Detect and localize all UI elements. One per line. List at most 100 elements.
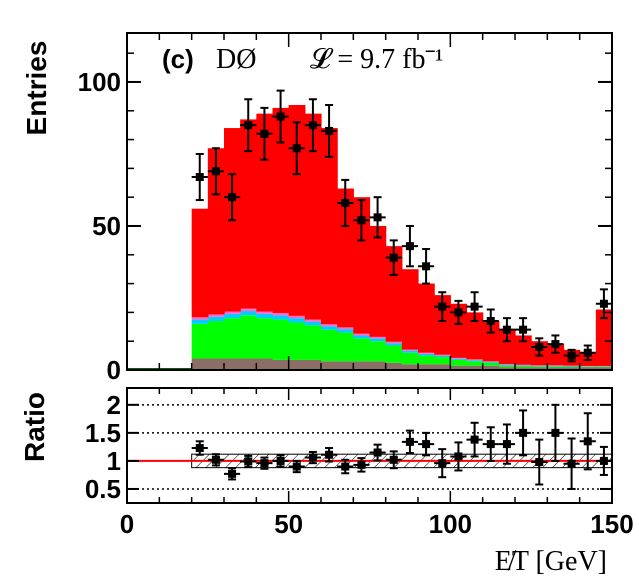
main-y-axis-label: Entries	[21, 41, 52, 136]
data-point-13	[401, 224, 418, 268]
x-axis-label: E̸T [GeV]	[495, 546, 607, 577]
data-points	[191, 89, 612, 363]
data-point-25	[595, 288, 612, 320]
stack-bar-s1-b8	[321, 329, 338, 362]
data-point-12	[385, 239, 402, 276]
ratio-point-3	[240, 454, 257, 469]
ratio-point-19	[498, 423, 515, 465]
stack-bar-s4-b19	[498, 329, 516, 365]
ratio-ytick-label-2: 2	[107, 390, 121, 420]
stack-bar-s1-b10	[353, 338, 371, 362]
ratio-ytick-label-1: 1	[107, 446, 121, 476]
stack-bar-s3-b4	[256, 311, 274, 314]
stack-bar-s1-b14	[418, 355, 435, 365]
ratio-y-ticks: 0.511.52	[85, 390, 612, 504]
ratio-point-8	[321, 447, 338, 463]
stack-bar-s4-b13	[401, 269, 419, 350]
stack-bar-s2-b11	[369, 338, 387, 342]
data-point-6	[288, 121, 305, 176]
annotation-panel-label: (c)	[162, 44, 194, 74]
annotation-experiment: DØ	[216, 44, 256, 75]
stack-bar-s2-b16	[450, 358, 468, 360]
stack-bar-s1-b6	[288, 322, 306, 360]
stack-bar-s4-b7	[304, 113, 322, 320]
xtick-label-0: 0	[120, 509, 134, 539]
stack-bar-s1-b7	[304, 325, 322, 360]
stack-bar-s2-b1	[207, 316, 225, 322]
stack-bar-s2-b13	[401, 350, 419, 353]
stack-bar-s4-b4	[256, 113, 274, 312]
data-point-17	[466, 291, 483, 323]
stack-bar-s2-b3	[240, 310, 257, 316]
ratio-point-9	[337, 458, 354, 475]
stack-bar-s2-b5	[272, 315, 290, 320]
stack-bar-s0-b14	[418, 364, 435, 370]
stack-bar-s1-b2	[224, 318, 241, 359]
data-point-21	[531, 337, 548, 357]
stack-bar-s2-b7	[304, 321, 322, 326]
stack-bar-s4-b1	[207, 148, 225, 315]
ratio-point-18	[482, 426, 499, 462]
stack-bar-s1-b3	[240, 315, 257, 359]
ratio-point-1	[207, 453, 224, 467]
stack-bar-s4-b20	[515, 335, 532, 365]
main-panel: 0 50 100 Entries (c) DØ 𝓛 = 9.7 fb⁻¹	[21, 32, 613, 385]
stack-bar-s1-b11	[369, 341, 387, 362]
stack-bar-s3-b20	[515, 364, 532, 366]
stack-bar-s2-b20	[515, 365, 532, 366]
data-point-4	[256, 106, 273, 161]
ratio-ytick-label-0.5: 0.5	[85, 474, 121, 504]
ratio-point-10	[353, 457, 370, 473]
stack-bar-s4-b3	[240, 119, 257, 309]
xtick-label-150: 150	[590, 509, 633, 539]
stack-bar-s0-b10	[353, 361, 371, 370]
main-ytick-label-100: 100	[78, 67, 121, 97]
stack-bar-s0-b20	[515, 367, 532, 370]
stack-bar-s4-b18	[482, 321, 500, 362]
stack-bar-s1-b21	[531, 366, 548, 368]
stack-bar-s4-b5	[272, 107, 290, 313]
data-point-18	[482, 308, 499, 334]
stack-bar-s3-b16	[450, 357, 468, 359]
xtick-label-100: 100	[429, 509, 472, 539]
stack-bar-s3-b15	[434, 354, 451, 356]
stack-bar-s1-b20	[515, 365, 532, 368]
main-frame	[126, 32, 613, 371]
stack-bar-s2-b17	[466, 360, 484, 362]
stack-bar-s0-b19	[498, 367, 516, 370]
ratio-panel: 0.511.52 0 50 100 150 Ratio E̸T [GeV]	[19, 387, 634, 577]
ratio-ytick-label-1.5: 1.5	[85, 418, 121, 448]
stack-bar-s2-b10	[353, 335, 371, 339]
stack-bar-s4-b25	[595, 309, 613, 366]
ratio-point-2	[224, 467, 241, 481]
stack-bar-s2-b18	[482, 361, 500, 363]
ratio-point-21	[531, 438, 548, 486]
ratio-point-17	[466, 421, 483, 458]
stack-bar-s0-b16	[450, 365, 468, 370]
data-point-7	[304, 98, 321, 153]
stack-bar-s3-b9	[337, 327, 354, 330]
stack-bar-s3-b12	[385, 341, 403, 344]
data-point-19	[498, 317, 515, 343]
data-point-1	[207, 147, 224, 196]
ratio-point-23	[563, 437, 580, 490]
ratio-point-0	[191, 440, 208, 456]
stack-bar-s1-b25	[595, 366, 613, 368]
ratio-point-14	[418, 431, 435, 457]
stack-bar-s1-b16	[450, 359, 468, 366]
stack-bar-s0-b6	[288, 359, 306, 370]
stack-bar-s0-b24	[579, 367, 597, 370]
stack-bar-s2-b0	[191, 319, 209, 324]
ratio-point-22	[547, 403, 564, 462]
annotation-luminosity: 𝓛 = 9.7 fb⁻¹	[310, 44, 443, 75]
stack-bar-s0-b18	[482, 365, 500, 370]
stack-bar-s0-b22	[547, 367, 565, 370]
stack-bar-s1-b23	[563, 366, 581, 368]
stack-bar-s1-b5	[272, 319, 290, 360]
ratio-points	[191, 403, 612, 490]
stack-bar-s2-b9	[337, 329, 354, 333]
ratio-point-7	[304, 450, 321, 465]
stack-bar-s0-b0	[191, 358, 209, 370]
stack-bar-s3-b17	[466, 359, 484, 361]
